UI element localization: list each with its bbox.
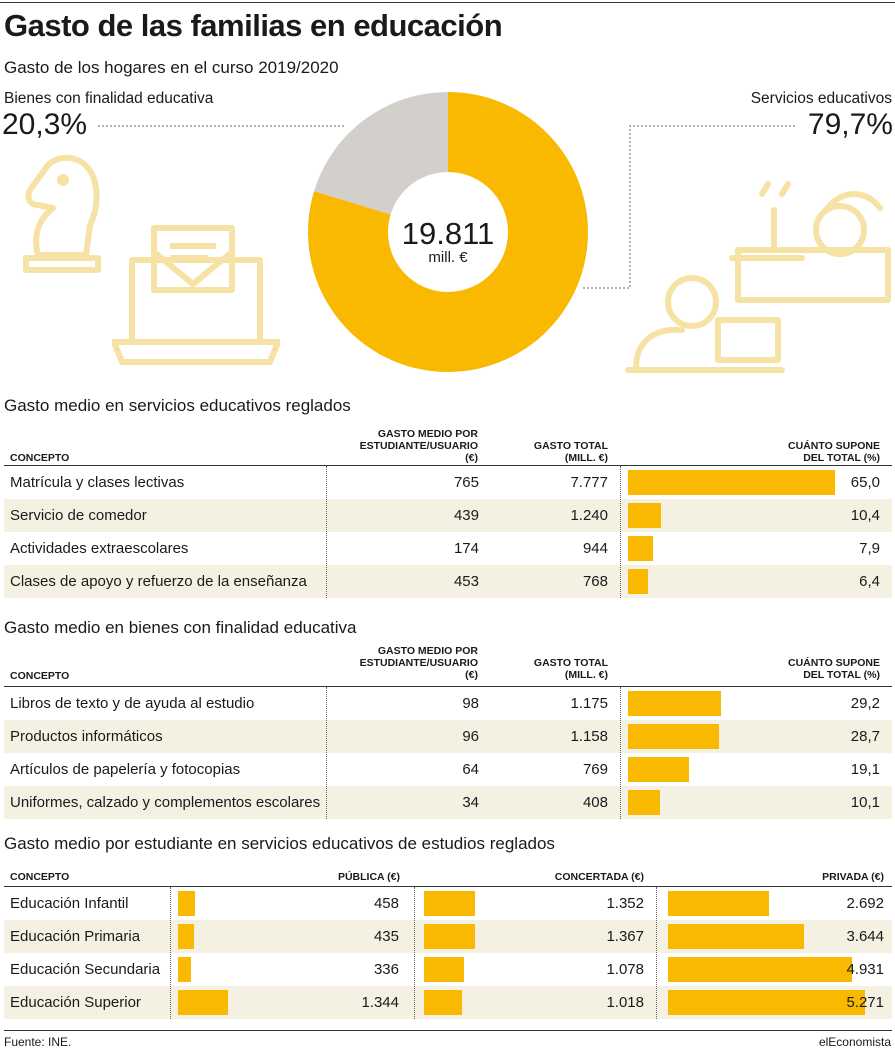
privada-bar [668, 957, 853, 982]
privada-bar [668, 990, 865, 1015]
section1-header-rule [4, 465, 892, 466]
table-row: Servicio de comedor 439 1.240 10,4 [4, 499, 892, 532]
donut-center-unit: mill. € [428, 249, 468, 266]
publica-bar [178, 891, 196, 916]
source-note: Fuente: INE. [4, 1035, 72, 1049]
donut-slice-servicios [308, 92, 588, 372]
students-studying-icon [625, 181, 891, 373]
section3-title: Gasto medio por estudiante en servicios … [4, 834, 555, 853]
column-divider [326, 466, 327, 598]
section2-bar [628, 724, 720, 749]
donut-right-label: Servicios educativos [750, 90, 892, 107]
column-divider [620, 687, 621, 819]
page-subtitle: Gasto de los hogares en el curso 2019/20… [4, 58, 339, 77]
section1-title: Gasto medio en servicios educativos regl… [4, 396, 351, 415]
section3-header-publica: PÚBLICA (€) [337, 871, 400, 883]
section1-header-concepto: CONCEPTO [10, 452, 70, 464]
column-divider [414, 887, 415, 1019]
section1-header-cuanto-supone: CUÁNTO SUPONE DEL TOTAL (%) [788, 440, 880, 464]
table-row: Educación Infantil 458 1.352 2.692 [4, 887, 892, 920]
table-row: Educación Secundaria 336 1.078 4.931 [4, 953, 892, 986]
column-divider [656, 887, 657, 1019]
table-row: Libros de texto y de ayuda al estudio 98… [4, 687, 892, 720]
page-title: Gasto de las familias en educación [4, 8, 503, 43]
donut-right-percent: 79,7% [807, 108, 893, 141]
concertada-bar [424, 957, 465, 982]
section1-bar [628, 470, 835, 495]
donut-chart [308, 92, 588, 372]
concertada-bar [424, 924, 476, 949]
section3-header-concertada: CONCERTADA (€) [554, 871, 644, 883]
table-row: Clases de apoyo y refuerzo de la enseñan… [4, 565, 892, 598]
section2-header-gasto-total: GASTO TOTAL (MILL. €) [533, 657, 608, 681]
column-divider [620, 466, 621, 598]
concertada-bar [424, 891, 475, 916]
donut-left-label: Bienes con finalidad educativa [4, 90, 214, 107]
privada-bar [668, 891, 769, 916]
section2-bar [628, 757, 689, 782]
publica-bar [178, 957, 191, 982]
donut-center-value: 19.811 [402, 216, 495, 251]
section2-header-rule [4, 686, 892, 687]
section1-bar [628, 569, 649, 594]
brand-logo: elEconomista [818, 1035, 891, 1049]
section2-header-cuanto-supone: CUÁNTO SUPONE DEL TOTAL (%) [788, 657, 880, 681]
top-rule [0, 2, 895, 3]
section2-bar [628, 691, 721, 716]
publica-bar [178, 990, 229, 1015]
table-row: Educación Primaria 435 1.367 3.644 [4, 920, 892, 953]
section2-header-gasto-medio: GASTO MEDIO POR ESTUDIANTE/USUARIO (€) [359, 645, 478, 681]
donut-leader-lines [98, 125, 795, 289]
section1-header-gasto-total: GASTO TOTAL (MILL. €) [533, 440, 608, 464]
section2-bar [628, 790, 661, 815]
section3-header-concepto: CONCEPTO [10, 871, 70, 883]
donut-left-percent: 20,3% [2, 108, 88, 141]
section2-title: Gasto medio en bienes con finalidad educ… [4, 618, 357, 637]
table-row: Educación Superior 1.344 1.018 5.271 [4, 986, 892, 1019]
table-row: Uniformes, calzado y complementos escola… [4, 786, 892, 819]
donut-slice-bienes [314, 92, 448, 215]
column-divider [170, 887, 171, 1019]
table-row: Actividades extraescolares 174 944 7,9 [4, 532, 892, 565]
section3-header-privada: PRIVADA (€) [822, 871, 884, 883]
column-divider [326, 687, 327, 819]
section2-header-concepto: CONCEPTO [10, 670, 70, 682]
laptop-mail-icon [112, 225, 280, 365]
publica-bar [178, 924, 195, 949]
table-row: Productos informáticos 96 1.158 28,7 [4, 720, 892, 753]
section1-bar [628, 503, 662, 528]
footer-rule [4, 1030, 892, 1031]
section1-header-gasto-medio: GASTO MEDIO POR ESTUDIANTE/USUARIO (€) [359, 428, 478, 464]
table-row: Matrícula y clases lectivas 765 7.777 65… [4, 466, 892, 499]
section1-bar [628, 536, 654, 561]
chess-knight-icon [23, 154, 101, 273]
privada-bar [668, 924, 805, 949]
table-row: Artículos de papelería y fotocopias 64 7… [4, 753, 892, 786]
section3-header-rule [4, 886, 892, 887]
concertada-bar [424, 990, 463, 1015]
